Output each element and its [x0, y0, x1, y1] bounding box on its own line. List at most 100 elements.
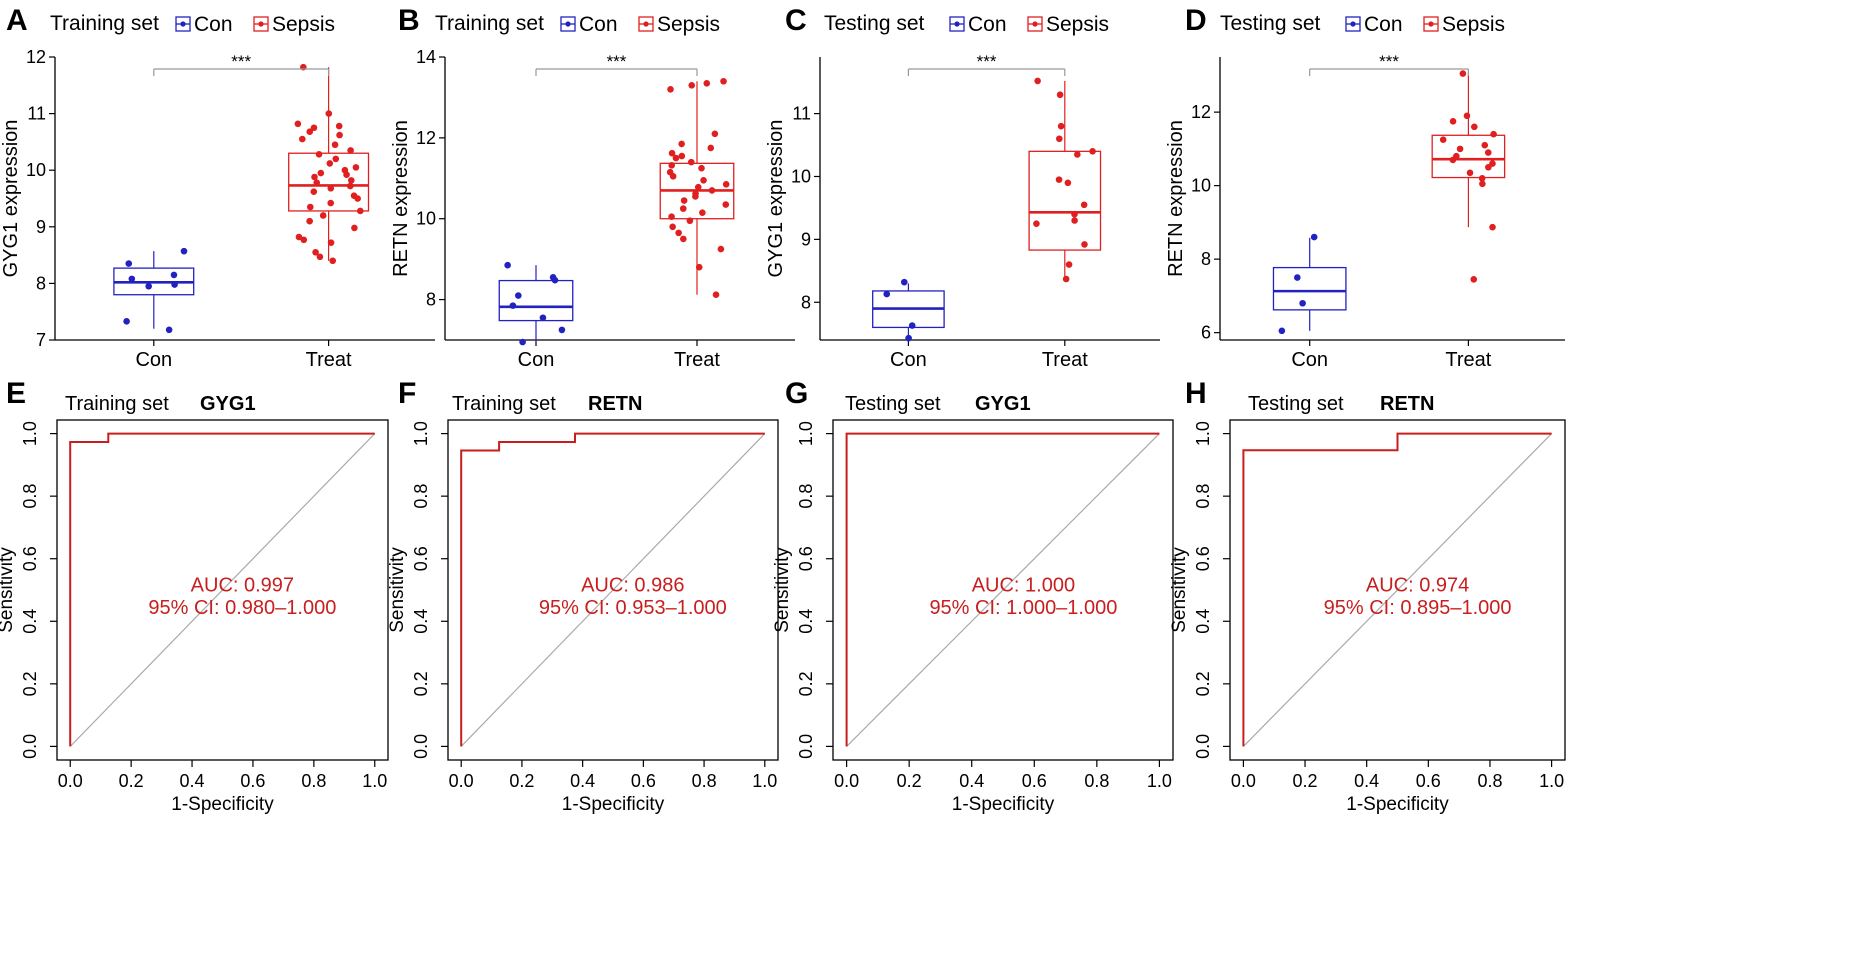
legend-label: Sepsis — [1046, 13, 1109, 36]
significance-label: *** — [1379, 52, 1399, 71]
y-axis-label: RETN expression — [390, 120, 412, 277]
data-point — [711, 130, 719, 138]
data-point — [310, 124, 318, 132]
data-point — [668, 213, 675, 220]
legend-key-dot — [1428, 21, 1434, 27]
x-tick-label: 0.4 — [959, 771, 984, 791]
panel-letter: C — [785, 4, 807, 37]
panel-title: Testing set — [1220, 12, 1321, 35]
data-point — [171, 281, 178, 288]
gene-label: RETN — [1380, 393, 1434, 415]
x-tick-label: Con — [890, 349, 927, 371]
data-point — [708, 187, 716, 194]
data-point — [319, 212, 327, 219]
data-point — [698, 164, 705, 172]
data-point — [125, 260, 133, 267]
panel-letter: H — [1185, 377, 1207, 410]
x-tick-label: 0.6 — [1022, 771, 1047, 791]
roc-panel-f: F Training set RETN 0.0 0.2 0.4 0.6 0.8 1.0 0.0 0.… — [387, 377, 779, 815]
roc-curve — [460, 432, 765, 747]
data-point — [315, 151, 323, 158]
y-tick-label: 0.0 — [1193, 734, 1213, 759]
panel-letter: E — [6, 377, 26, 410]
significance-label: *** — [607, 52, 627, 71]
panel-title: Testing set — [1248, 393, 1344, 415]
x-tick-label: Treat — [674, 349, 720, 371]
roc-curve — [845, 432, 1160, 747]
data-point — [514, 292, 522, 299]
y-tick-label: 0.8 — [20, 484, 40, 509]
data-point — [666, 168, 674, 176]
data-point — [331, 141, 339, 149]
legend-key-dot — [565, 21, 571, 27]
data-point — [1310, 233, 1318, 241]
y-tick-label: 0.4 — [411, 609, 431, 634]
data-point — [294, 120, 302, 128]
data-point — [1064, 179, 1072, 187]
y-tick-label: 12 — [1191, 102, 1211, 122]
data-point — [519, 338, 526, 346]
data-point — [327, 185, 335, 192]
x-tick-label: 0.8 — [1477, 771, 1502, 791]
legend-key-dot — [1350, 21, 1356, 27]
x-tick-label: Con — [1291, 349, 1328, 371]
reference-diagonal — [69, 433, 376, 747]
x-tick-label: 0.4 — [570, 771, 595, 791]
y-tick-label: 6 — [1201, 323, 1211, 343]
y-tick-label: 0.8 — [796, 484, 816, 509]
x-tick-label: Con — [518, 349, 555, 371]
data-point — [306, 203, 314, 211]
data-point — [347, 147, 354, 154]
data-point — [295, 233, 303, 241]
data-point — [329, 257, 337, 265]
data-point — [311, 173, 318, 181]
y-tick-label: 12 — [416, 128, 436, 148]
data-point — [165, 326, 173, 334]
plot-frame — [447, 419, 779, 761]
panel-title: Testing set — [845, 393, 941, 415]
box-treat — [1028, 150, 1102, 251]
y-axis-label: GYG1 expression — [765, 120, 787, 278]
auc-label: AUC: 0.986 — [581, 575, 684, 597]
auc-label: AUC: 0.997 — [191, 575, 294, 597]
data-point — [680, 197, 688, 204]
panel-title: Testing set — [824, 12, 925, 35]
panel-title: Training set — [50, 12, 159, 35]
data-point — [1057, 122, 1065, 130]
y-tick-label: 1.0 — [1193, 421, 1213, 446]
x-tick-label: 0.0 — [834, 771, 859, 791]
panel-letter: F — [398, 377, 416, 410]
x-tick-label: 0.2 — [897, 771, 922, 791]
significance-label: *** — [977, 52, 997, 71]
x-tick-label: Treat — [1445, 349, 1491, 371]
y-tick-label: 0.2 — [20, 671, 40, 696]
data-point — [1459, 70, 1467, 77]
data-point — [679, 205, 687, 212]
reference-diagonal — [1242, 433, 1553, 747]
gene-label: RETN — [588, 393, 642, 415]
y-tick-label: 0.2 — [1193, 671, 1213, 696]
y-tick-label: 8 — [1201, 249, 1211, 269]
data-point — [341, 166, 349, 174]
x-tick-label: 0.0 — [449, 771, 474, 791]
data-point — [883, 290, 891, 298]
x-tick-label: 0.8 — [301, 771, 326, 791]
data-point — [306, 128, 314, 136]
y-axis-label: Sensitivity — [0, 547, 17, 633]
y-tick-label: 0.4 — [20, 609, 40, 634]
y-tick-label: 10 — [26, 160, 46, 180]
data-point — [1439, 136, 1447, 143]
y-tick-label: 1.0 — [411, 421, 431, 446]
data-point — [1453, 152, 1460, 160]
y-axis-label: RETN expression — [1165, 120, 1187, 277]
legend-label: Sepsis — [1442, 13, 1505, 36]
data-point — [680, 235, 687, 243]
roc-curve — [69, 432, 375, 747]
data-point — [351, 224, 358, 232]
y-axis-label: Sensitivity — [772, 547, 793, 633]
ci-label: 95% CI: 0.953–1.000 — [539, 597, 727, 619]
box-con — [498, 279, 574, 322]
data-point — [1071, 217, 1078, 224]
reference-diagonal — [460, 433, 766, 747]
